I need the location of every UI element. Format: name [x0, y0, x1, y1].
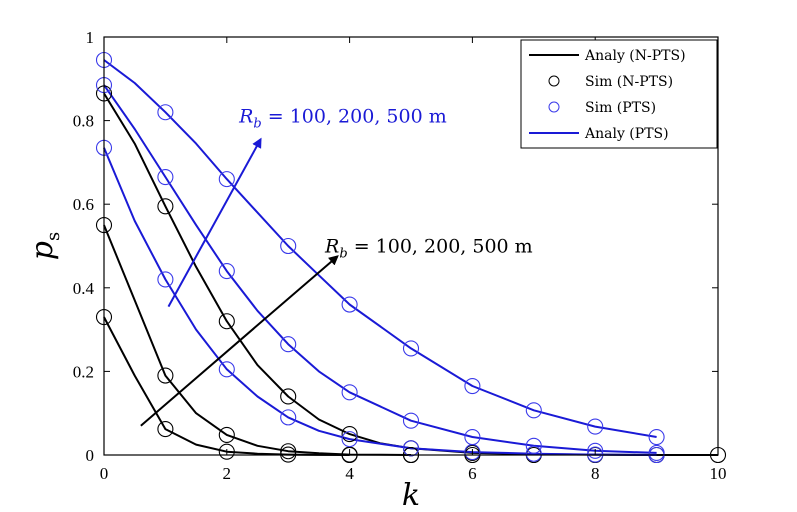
annotations: Rb = 100, 200, 500 m Rb = 100, 200, 500 m [140, 106, 533, 427]
data-point [218, 313, 235, 330]
data-point [157, 104, 174, 121]
x-tick-label: 2 [223, 464, 232, 483]
data-point [218, 361, 235, 378]
series-line-3 [103, 147, 657, 456]
y-axis-label: ps [25, 232, 64, 260]
y-tick-label: 0.6 [73, 195, 94, 214]
data-point [587, 418, 604, 435]
data-point [648, 428, 665, 446]
data-point [464, 428, 481, 446]
x-axis-label: k [402, 478, 420, 512]
data-point [157, 271, 174, 288]
x-tick-label: 6 [468, 464, 477, 483]
legend: Analy (N-PTS) Sim (N-PTS) Sim (PTS) Analy (… [520, 39, 718, 149]
data-point [218, 263, 235, 280]
y-tick-label: 0.4 [73, 279, 95, 298]
legend-label-3: Analy (PTS) [584, 126, 669, 142]
data-point [464, 377, 481, 395]
legend-box [520, 39, 718, 149]
data-point [341, 426, 358, 443]
data-point [157, 421, 174, 438]
x-tick-label: 4 [345, 464, 354, 483]
series-line-4 [103, 84, 657, 454]
data-point [280, 443, 297, 460]
legend-label-2: Sim (PTS) [585, 100, 656, 116]
y-tick-label: 1 [86, 28, 95, 47]
data-point [648, 444, 665, 461]
annotation-arrow-npts [140, 255, 339, 427]
legend-label-1: Sim (N-PTS) [585, 74, 673, 90]
axes-box [103, 36, 719, 456]
data-point [280, 388, 297, 405]
plot-area [95, 51, 727, 464]
data-point [587, 442, 604, 459]
data-point [280, 237, 297, 255]
x-tick-label: 8 [591, 464, 600, 483]
axes: 0 2 4 6 8 10 0 0.2 0.4 0.6 0.8 1 k ps [25, 28, 727, 512]
data-point [280, 336, 297, 353]
legend-marker-2 [548, 101, 560, 113]
series-line-1 [103, 224, 412, 456]
data-point [218, 443, 235, 460]
data-point [280, 409, 297, 426]
legend-label-0: Analy (N-PTS) [584, 48, 686, 64]
data-point [402, 340, 420, 357]
data-point [218, 426, 235, 443]
data-point [341, 384, 358, 401]
x-tick-label: 10 [710, 464, 727, 483]
data-point [157, 168, 174, 186]
data-point [157, 198, 174, 215]
y-tick-label: 0 [86, 446, 95, 465]
data-point [525, 402, 542, 419]
annotation-label-pts: Rb = 100, 200, 500 m [238, 106, 447, 132]
data-point [157, 367, 174, 384]
data-point [218, 171, 235, 188]
x-tick-label: 0 [100, 464, 109, 483]
data-point [402, 440, 420, 457]
data-point [525, 437, 542, 454]
annotation-arrow-pts [167, 137, 262, 308]
annotation-label-npts: Rb = 100, 200, 500 m [324, 235, 533, 261]
legend-marker-1 [548, 75, 560, 87]
data-point [525, 445, 542, 462]
data-point [341, 296, 358, 313]
data-point [341, 431, 358, 448]
data-point [402, 412, 420, 429]
y-tick-label: 0.2 [73, 362, 94, 381]
y-tick-label: 0.8 [73, 112, 94, 131]
